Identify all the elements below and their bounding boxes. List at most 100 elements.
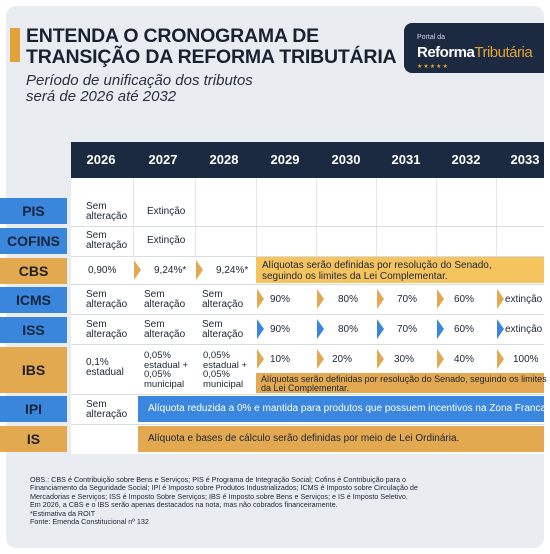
tax-label-is: IS [0, 426, 67, 452]
tax-label-ipi: IPI [0, 396, 67, 422]
arrow-icon [437, 349, 444, 369]
footnote-line: *Estimativa da ROIT [30, 508, 96, 518]
cell-icms-2032: 60% [454, 294, 475, 305]
year-2028: 2028 [209, 152, 239, 167]
cell-ipi-2026: Sem alteração [86, 399, 128, 420]
cell-ibs-2026: 0,1% estadual [86, 357, 124, 378]
logo-small-text: Portal da [417, 34, 446, 41]
years-header [71, 142, 544, 178]
col-divider [316, 178, 317, 256]
is-note: Alíquota e bases de cálculo serão defini… [138, 426, 544, 452]
arrow-icon [377, 289, 384, 309]
row-divider [71, 344, 544, 345]
cell-ibs-2033: 100% [513, 354, 539, 365]
cell-iss-2029: 90% [270, 324, 291, 335]
cell-iss-2032: 60% [454, 324, 475, 335]
cbs-note: Alíquotas serão definidas por resolução … [256, 257, 544, 283]
footnote-line: OBS.: CBS é Contribuição sobre Bens e Se… [30, 475, 406, 484]
tax-label-ibs: IBS [0, 347, 67, 393]
cell-icms-2033: extinção [505, 294, 543, 305]
arrow-icon [257, 289, 264, 309]
title-line-1: ENTENDA O CRONOGRAMA DE [26, 25, 319, 47]
tax-label-cbs: CBS [0, 258, 67, 284]
cell-iss-2027: Sem alteração [144, 319, 186, 340]
cell-pis-2027: Extinção [147, 206, 186, 217]
cell-iss-2031: 70% [397, 324, 418, 335]
cell-iss-2033: extinção [505, 324, 543, 335]
source-line: Fonte: Emenda Constitucional nº 132 [30, 517, 149, 527]
col-divider [496, 178, 497, 256]
page-title: ENTENDA O CRONOGRAMA DE TRANSIÇÃO DA REF… [26, 25, 397, 68]
tax-label-cofins: COFINS [0, 228, 67, 254]
arrow-icon [317, 289, 324, 309]
cell-cbs-2026: 0,90% [88, 265, 117, 276]
cell-ibs-2028: 0,05% estadual + 0,05% municipal [203, 350, 248, 390]
arrow-icon [497, 289, 504, 309]
row-divider [71, 394, 544, 395]
footnotes: OBS.: CBS é Contribuição sobre Bens e Se… [30, 475, 530, 527]
footnote-line: Financiamento da Seguridade Social; IPI … [30, 483, 418, 493]
cell-ibs-2027: 0,05% estadual + 0,05% municipal [144, 350, 189, 390]
year-2027: 2027 [148, 152, 178, 167]
logo-accent-text: Tributária [474, 44, 533, 61]
row-divider [71, 226, 544, 227]
ibs-note: Alíquotas serão definidas por resolução … [256, 373, 547, 393]
cell-icms-2027: Sem alteração [144, 289, 186, 310]
arrow-icon [317, 349, 324, 369]
cell-iss-2030: 80% [338, 324, 359, 335]
cell-icms-2029: 90% [270, 294, 291, 305]
cell-ibs-2030: 20% [332, 354, 353, 365]
tax-label-pis: PIS [0, 198, 67, 224]
title-accent-bar [10, 28, 20, 62]
arrow-icon [377, 319, 384, 339]
year-2026: 2026 [86, 152, 116, 167]
col-divider [133, 178, 134, 256]
footnote-line: Em 2026, a CBS e o IBS serão apenas dest… [30, 500, 338, 510]
arrow-icon [257, 349, 264, 369]
arrow-icon [497, 349, 504, 369]
cell-ibs-2032: 40% [454, 354, 475, 365]
footnote-line: Mercadorias e Serviços; ISS é Imposto So… [30, 491, 408, 501]
tax-label-icms: ICMS [0, 287, 67, 313]
cell-pis-2026: Sem alteração [86, 201, 128, 222]
cell-ibs-2029: 10% [270, 354, 291, 365]
logo-wordmark: ReformaTributária [417, 44, 533, 61]
year-2032: 2032 [451, 152, 481, 167]
logo-stars: ★★★★★ [417, 64, 449, 70]
arrow-icon [437, 319, 444, 339]
page-subtitle: Período de unificação dos tributos será … [26, 73, 253, 105]
row-divider [71, 256, 544, 257]
cell-cbs-2027: 9,24%* [154, 265, 187, 276]
arrow-icon [196, 260, 203, 280]
row-divider [71, 424, 544, 425]
cell-iss-2028: Sem alteração [202, 319, 244, 340]
arrow-icon [257, 319, 264, 339]
col-divider [195, 178, 196, 256]
cell-cbs-2028: 9,24%* [216, 265, 249, 276]
cell-ibs-2031: 30% [394, 354, 415, 365]
arrow-icon [497, 319, 504, 339]
tax-label-iss: ISS [0, 317, 67, 343]
ipi-note: Alíquota reduzida a 0% e mantida para pr… [138, 396, 549, 422]
year-2031: 2031 [391, 152, 421, 167]
col-divider [436, 178, 437, 256]
col-divider [376, 178, 377, 256]
cell-icms-2030: 80% [338, 294, 359, 305]
row-divider [71, 314, 544, 315]
cell-icms-2028: Sem alteração [202, 289, 244, 310]
subtitle-line-1: Período de unificação dos tributos [26, 72, 253, 89]
arrow-icon [377, 349, 384, 369]
col-divider [256, 178, 257, 256]
arrow-icon [437, 289, 444, 309]
cell-iss-2026: Sem alteração [86, 319, 128, 340]
cell-cofins-2026: Sem alteração [86, 230, 128, 251]
year-2030: 2030 [331, 152, 361, 167]
subtitle-line-2: será de 2026 até 2032 [26, 88, 177, 105]
row-divider [71, 284, 544, 285]
cell-icms-2026: Sem alteração [86, 289, 128, 310]
cell-icms-2031: 70% [397, 294, 418, 305]
brand-logo: Portal da ReformaTributária ★★★★★ [404, 23, 544, 73]
arrow-icon [317, 319, 324, 339]
cell-cofins-2027: Extinção [147, 235, 186, 246]
title-line-2: TRANSIÇÃO DA REFORMA TRIBUTÁRIA [26, 46, 397, 68]
